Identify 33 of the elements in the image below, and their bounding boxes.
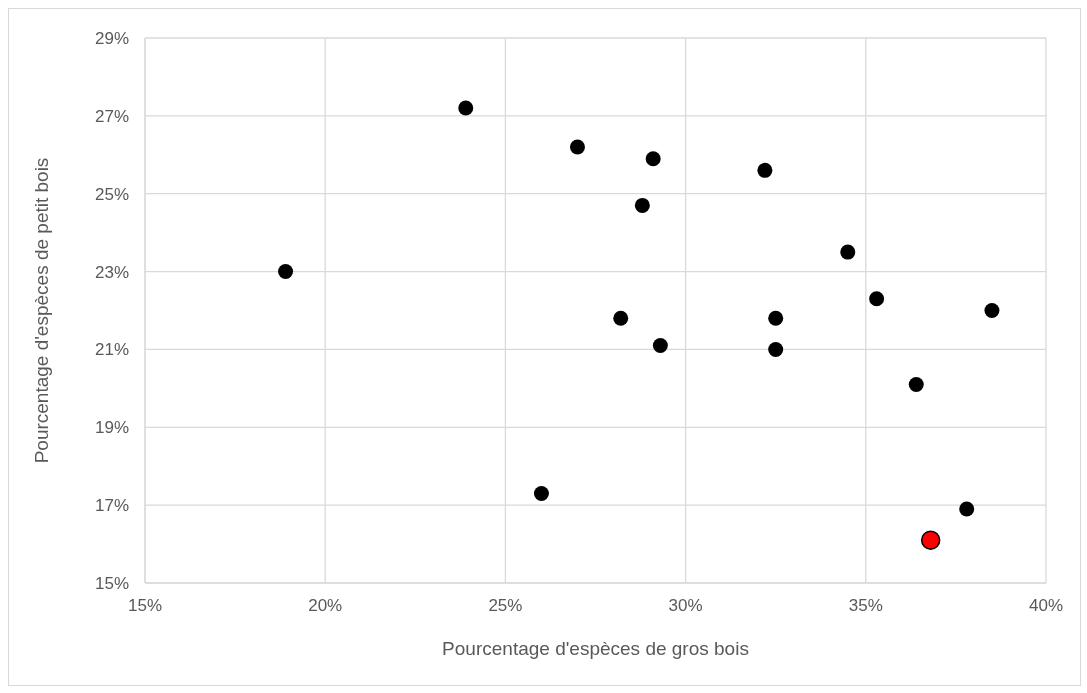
y-tick-label: 19% [94,418,129,438]
point [768,341,784,357]
y-tick-label: 27% [94,106,129,126]
point [533,485,549,501]
point [278,264,294,280]
x-tick-label: 20% [308,596,343,616]
point [920,530,941,550]
point [757,162,773,178]
point [458,100,474,116]
point [613,310,629,326]
y-axis-title: Pourcentage d'espèces de petit bois [30,157,52,464]
point [840,244,856,260]
x-tick-label: 40% [1028,596,1064,616]
y-tick-label: 29% [94,29,129,49]
point [984,303,1000,318]
point [959,501,975,517]
y-tick-label: 21% [94,340,129,360]
point [869,291,885,307]
x-tick-label: 35% [848,596,883,616]
point [634,197,650,213]
y-tick-label: 23% [94,262,129,282]
y-tick-label: 17% [94,496,129,516]
x-tick-label: 30% [668,596,703,616]
point [768,310,784,326]
x-tick-label: 15% [127,596,163,616]
point [569,139,585,155]
point [652,338,668,354]
point [645,151,661,167]
x-axis-title: Pourcentage d'espèces de gros bois [442,638,749,659]
x-tick-label: 25% [488,596,523,616]
y-tick-label: 25% [94,184,129,204]
y-tick-label: 15% [94,574,129,594]
point [908,376,924,392]
